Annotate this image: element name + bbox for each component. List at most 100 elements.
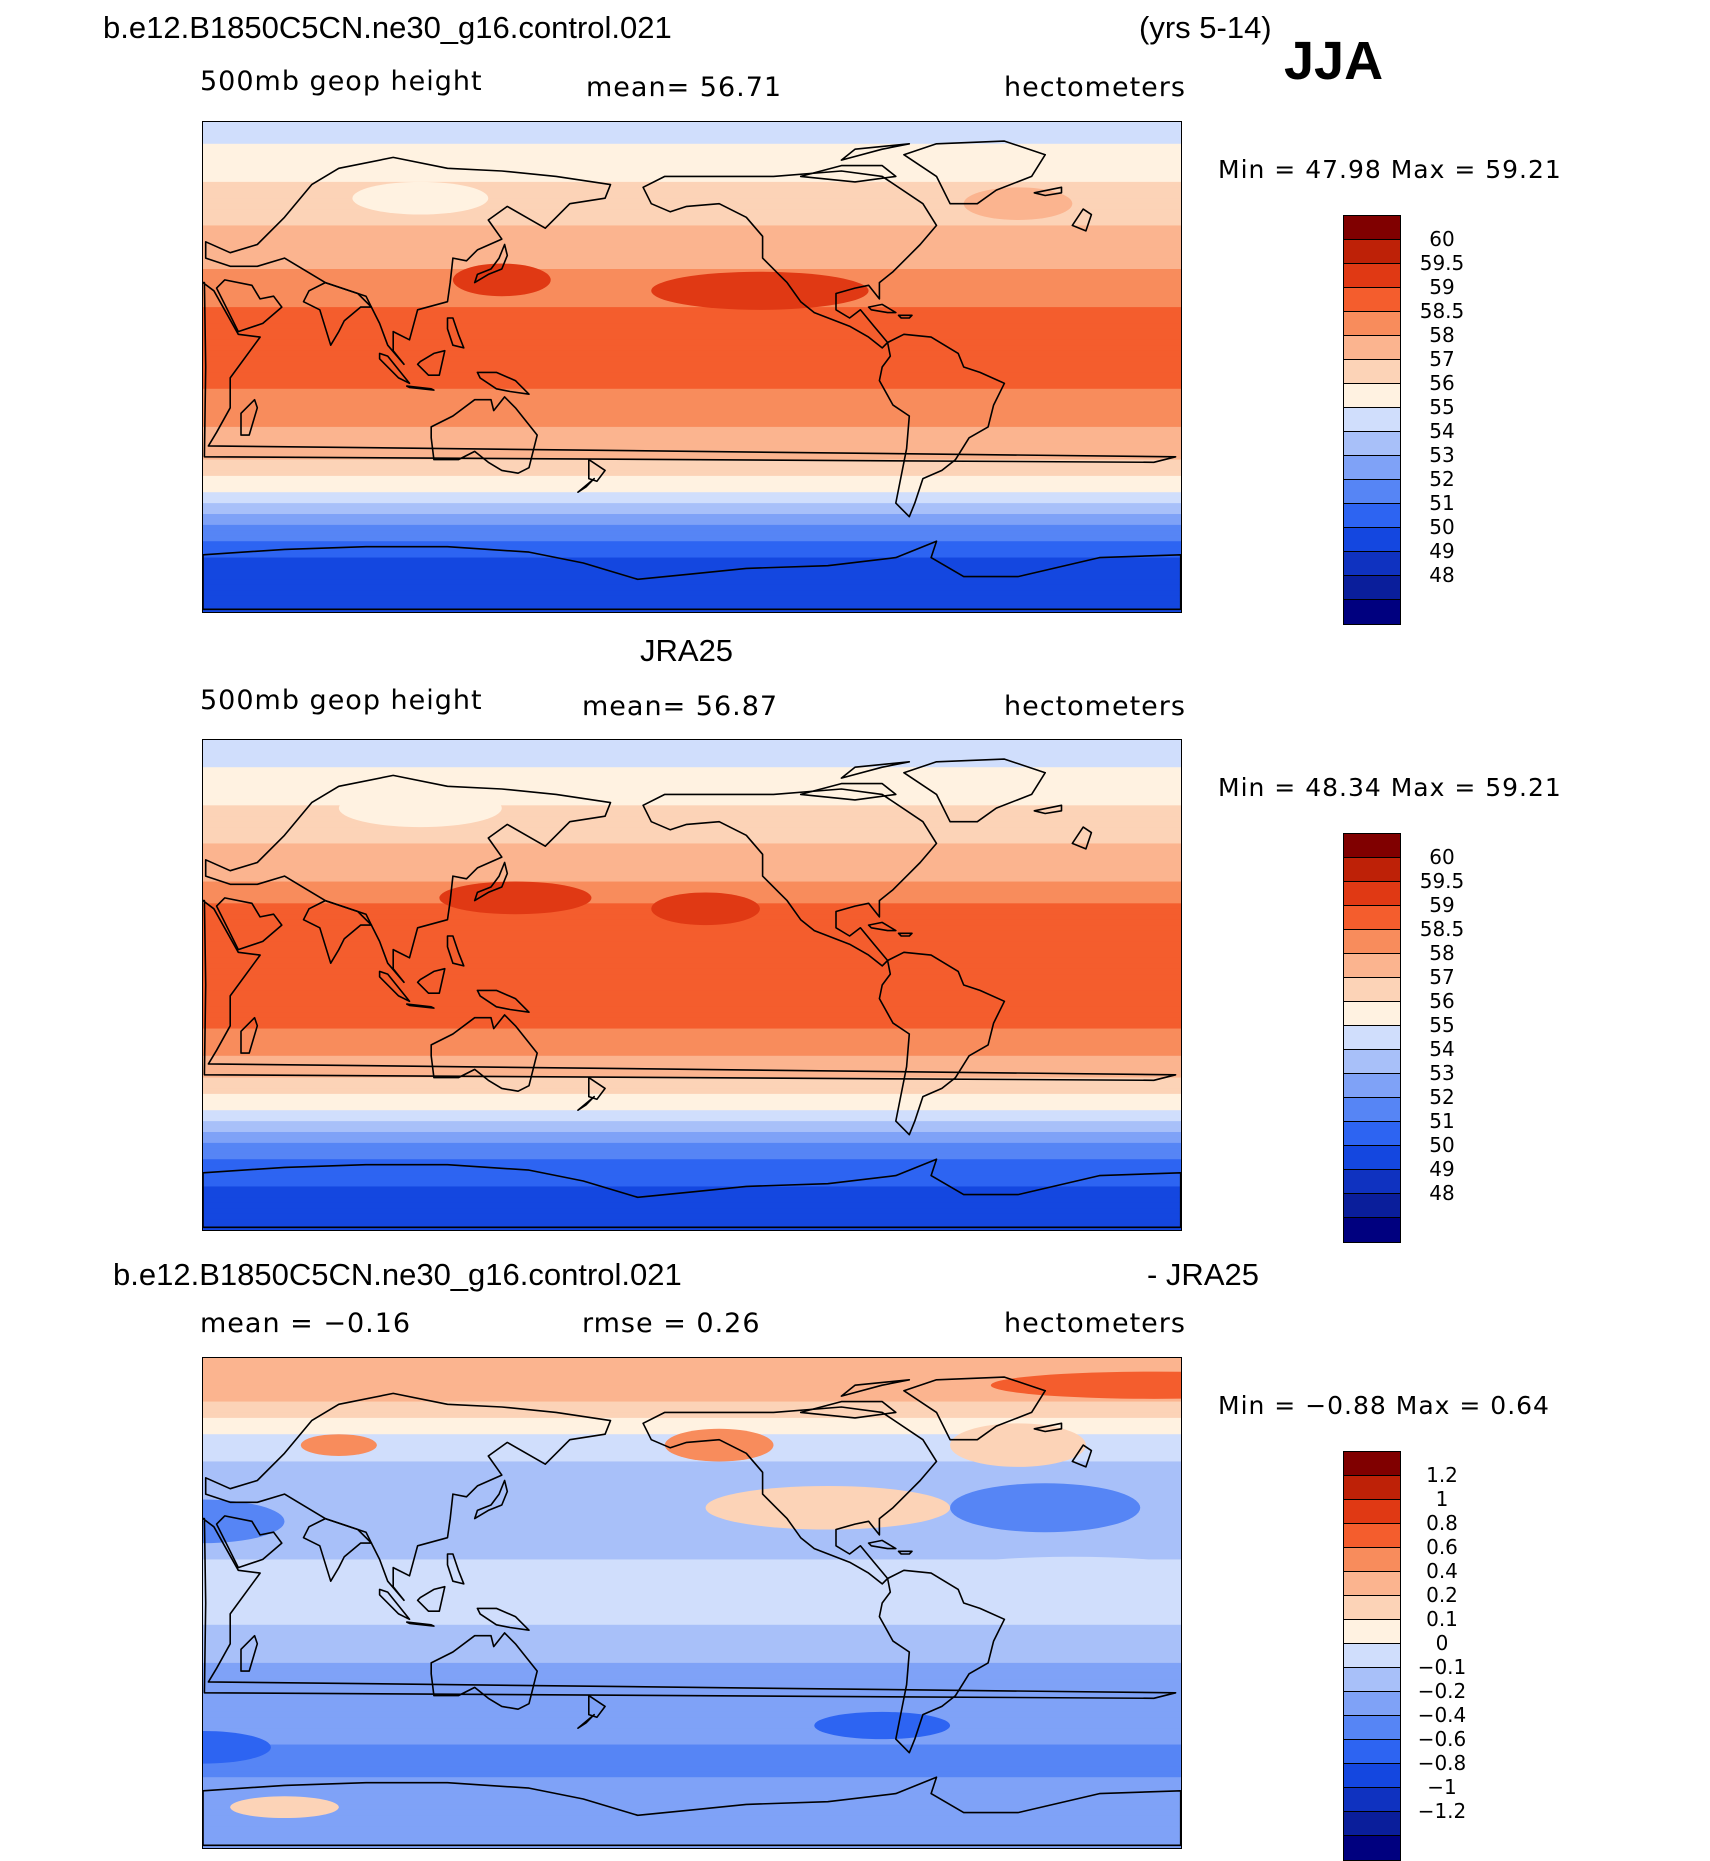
contour-region: [439, 881, 592, 915]
contour-band: [203, 345, 1181, 352]
colorbar-tick-label: −0.8: [1417, 1751, 1467, 1775]
contour-band: [203, 1159, 1181, 1166]
contour-band: [203, 1706, 1181, 1713]
contour-region: [950, 1483, 1141, 1533]
contour-band: [203, 1385, 1181, 1392]
contour-band: [203, 1570, 1181, 1577]
contour-band: [203, 1023, 1181, 1030]
colorbar-tick-label: 50: [1429, 1133, 1455, 1157]
coastline: [215, 897, 283, 951]
contour-band: [203, 1477, 1181, 1484]
coastline: [1071, 1444, 1093, 1468]
coastline: [203, 281, 1177, 464]
contour-band: [203, 138, 1181, 145]
colorbar-tick-label: 49: [1429, 1157, 1455, 1181]
colorbar-tick-label: 50: [1429, 515, 1455, 539]
colorbar-bin: [1344, 600, 1400, 624]
colorbar-tick-label: 59: [1429, 275, 1455, 299]
colorbar-bin: [1344, 1548, 1400, 1572]
coastline: [1071, 208, 1093, 232]
contour-region: [990, 1371, 1181, 1399]
contour-band: [203, 601, 1181, 608]
colorbar-bin: [1344, 576, 1400, 600]
contour-band: [203, 930, 1181, 937]
coastline: [897, 932, 913, 937]
colorbar-bin: [1344, 216, 1400, 240]
colorbar-bin: [1344, 480, 1400, 504]
contour-band: [203, 154, 1181, 161]
coastline: [588, 1076, 606, 1101]
coastline: [430, 396, 538, 474]
model-field-contours: [203, 122, 1181, 612]
contour-band: [203, 799, 1181, 806]
colorbar-tick-label: 0.4: [1426, 1559, 1458, 1583]
contour-band: [203, 307, 1181, 314]
contour-band: [203, 328, 1181, 335]
coastline: [215, 279, 283, 333]
contour-band: [203, 1613, 1181, 1620]
coastline: [240, 398, 259, 436]
contour-band: [203, 1657, 1181, 1664]
contour-band: [203, 887, 1181, 894]
contour-band: [203, 481, 1181, 488]
contour-band: [203, 1006, 1181, 1013]
coastline: [203, 899, 1177, 1082]
contour-band: [203, 367, 1181, 374]
coastline: [799, 1400, 897, 1419]
colorbar-tick-label: 52: [1429, 467, 1455, 491]
coastline: [840, 761, 911, 779]
contour-band: [203, 745, 1181, 752]
colorbar-tick-label: −1: [1427, 1775, 1457, 1799]
coastline: [203, 540, 1181, 611]
coastline: [588, 458, 606, 483]
contour-band: [203, 1837, 1181, 1844]
contour-band: [203, 1652, 1181, 1659]
contour-band: [203, 1099, 1181, 1106]
contour-band: [203, 1407, 1181, 1414]
contour-region: [963, 187, 1073, 220]
contour-band: [203, 1012, 1181, 1019]
obs-field-contours: [203, 740, 1181, 1230]
contour-band: [203, 952, 1181, 959]
contour-band: [203, 1499, 1181, 1506]
contour-band: [203, 1202, 1181, 1209]
coastline: [867, 1539, 897, 1550]
colorbar-tick-label: 1.2: [1426, 1463, 1458, 1487]
colorbar-tick-label: 58.5: [1419, 299, 1465, 323]
colorbar-tick-label: 0.1: [1426, 1607, 1458, 1631]
contour-band: [203, 1711, 1181, 1718]
contour-band: [203, 350, 1181, 357]
contour-band: [203, 1208, 1181, 1215]
coastline: [406, 1621, 435, 1627]
colorbar-bin: [1344, 1572, 1400, 1596]
contour-region: [203, 1730, 271, 1764]
colorbar-tick-label: 51: [1429, 491, 1455, 515]
colorbar-bin: [1344, 408, 1400, 432]
contour-band: [203, 432, 1181, 439]
contour-band: [203, 1358, 1181, 1365]
contour-band: [203, 514, 1181, 521]
colorbar-bin: [1344, 1098, 1400, 1122]
colorbar-tick-label: 0.6: [1426, 1535, 1458, 1559]
colorbar-bin: [1344, 432, 1400, 456]
contour-band: [203, 388, 1181, 395]
contour-band: [203, 1532, 1181, 1539]
contour-band: [203, 985, 1181, 992]
contour-band: [203, 1548, 1181, 1555]
contour-band: [203, 941, 1181, 948]
contour-region: [352, 181, 489, 215]
contour-band: [203, 405, 1181, 412]
contour-band: [203, 394, 1181, 401]
diff-map: [202, 1357, 1182, 1849]
contour-band: [203, 1170, 1181, 1177]
contour-band: [203, 165, 1181, 172]
contour-band: [203, 361, 1181, 368]
contour-band: [203, 421, 1181, 428]
contour-band: [203, 1537, 1181, 1544]
contour-band: [203, 1153, 1181, 1160]
colorbar-bin: [1344, 240, 1400, 264]
contour-band: [203, 1722, 1181, 1729]
coastline: [203, 1517, 1177, 1700]
colorbar-bin: [1344, 834, 1400, 858]
contour-band: [203, 1028, 1181, 1035]
